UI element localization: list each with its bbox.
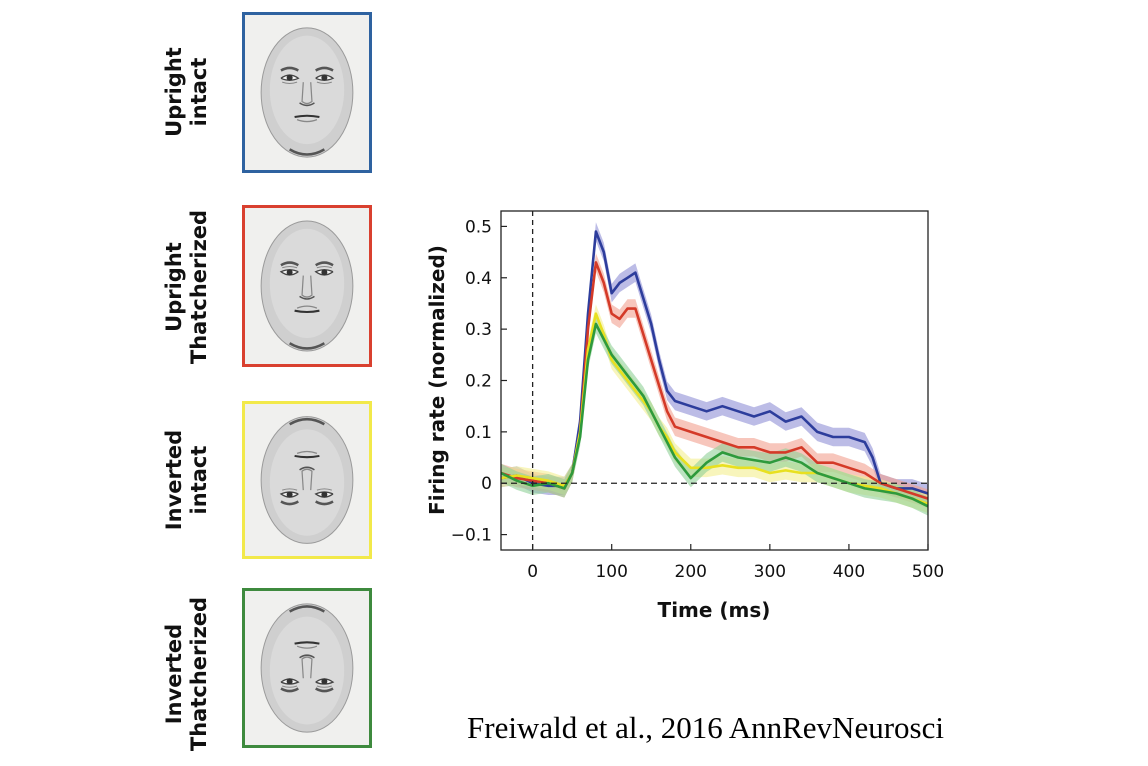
plot-frame: [500, 210, 929, 551]
stimulus-inverted-thatcherized: [242, 588, 372, 748]
x-tick-label: 0: [527, 562, 538, 582]
brow-left: [315, 687, 334, 693]
chin: [289, 605, 325, 613]
brow-right: [280, 500, 299, 506]
nostrils: [299, 466, 315, 471]
y-tick-label: 0.4: [465, 269, 492, 289]
face-image: [260, 220, 354, 352]
eye-right: [279, 488, 299, 498]
y-tick-label: 0: [481, 474, 492, 494]
brow-right: [315, 261, 334, 267]
firing-rate-chart: 0 100 200 300 400 500 −0.1 0 0.1 0.2 0.3 0.4 0.5 Tim…: [425, 210, 944, 622]
face-image: [260, 27, 354, 158]
chin: [289, 148, 325, 156]
y-tick-label: 0.2: [465, 372, 492, 392]
brow-left: [280, 261, 299, 267]
x-axis-label: Time (ms): [658, 598, 771, 622]
x-tick-label: 100: [595, 562, 627, 582]
face-shading: [269, 429, 345, 536]
eye-right: [315, 74, 335, 84]
face-image: [260, 603, 354, 733]
series-inverted-thatcherized: [500, 322, 929, 508]
chin: [289, 417, 325, 426]
y-tick-label: 0.5: [465, 217, 492, 237]
y-tick-label: −0.1: [451, 526, 492, 546]
nose: [301, 656, 313, 679]
y-axis-label: Firing rate (normalized): [425, 245, 449, 515]
nostrils: [299, 295, 315, 300]
eye-left: [314, 488, 334, 498]
brow-left: [280, 66, 299, 72]
x-tick-label: 400: [833, 562, 865, 582]
stimulus-upright-intact: [242, 12, 372, 173]
nose: [301, 468, 313, 491]
nose: [301, 82, 313, 105]
mouth: [294, 450, 320, 459]
nostrils: [299, 102, 315, 107]
citation: Freiwald et al., 2016 AnnRevNeurosci: [467, 710, 944, 745]
nose: [301, 275, 313, 298]
brow-left: [315, 500, 334, 506]
face-shading: [269, 616, 345, 725]
face-image: [260, 416, 354, 544]
mouth: [294, 114, 320, 123]
nostrils: [299, 654, 315, 659]
eye-left: [279, 265, 299, 276]
chin: [289, 342, 325, 350]
brow-right: [315, 66, 334, 72]
eye-left: [315, 678, 335, 688]
stimulus-inverted-intact: [242, 401, 372, 559]
mouth: [294, 641, 320, 649]
stimulus-upright-thatcherized: [242, 205, 372, 367]
y-tick-label: 0.1: [465, 423, 492, 443]
eye-right: [314, 265, 334, 276]
eye-left: [280, 74, 300, 84]
x-tick-label: 200: [675, 562, 707, 582]
band-inverted-thatcherized: [501, 314, 928, 516]
face-shading: [269, 228, 345, 338]
x-tick-label: 300: [754, 562, 786, 582]
mouth: [294, 305, 320, 314]
y-tick-label: 0.3: [465, 320, 492, 340]
brow-right: [280, 687, 299, 693]
face-shading: [269, 35, 345, 145]
eye-right: [280, 678, 300, 688]
series-upright-intact: [500, 230, 929, 495]
x-tick-label: 500: [912, 562, 944, 582]
